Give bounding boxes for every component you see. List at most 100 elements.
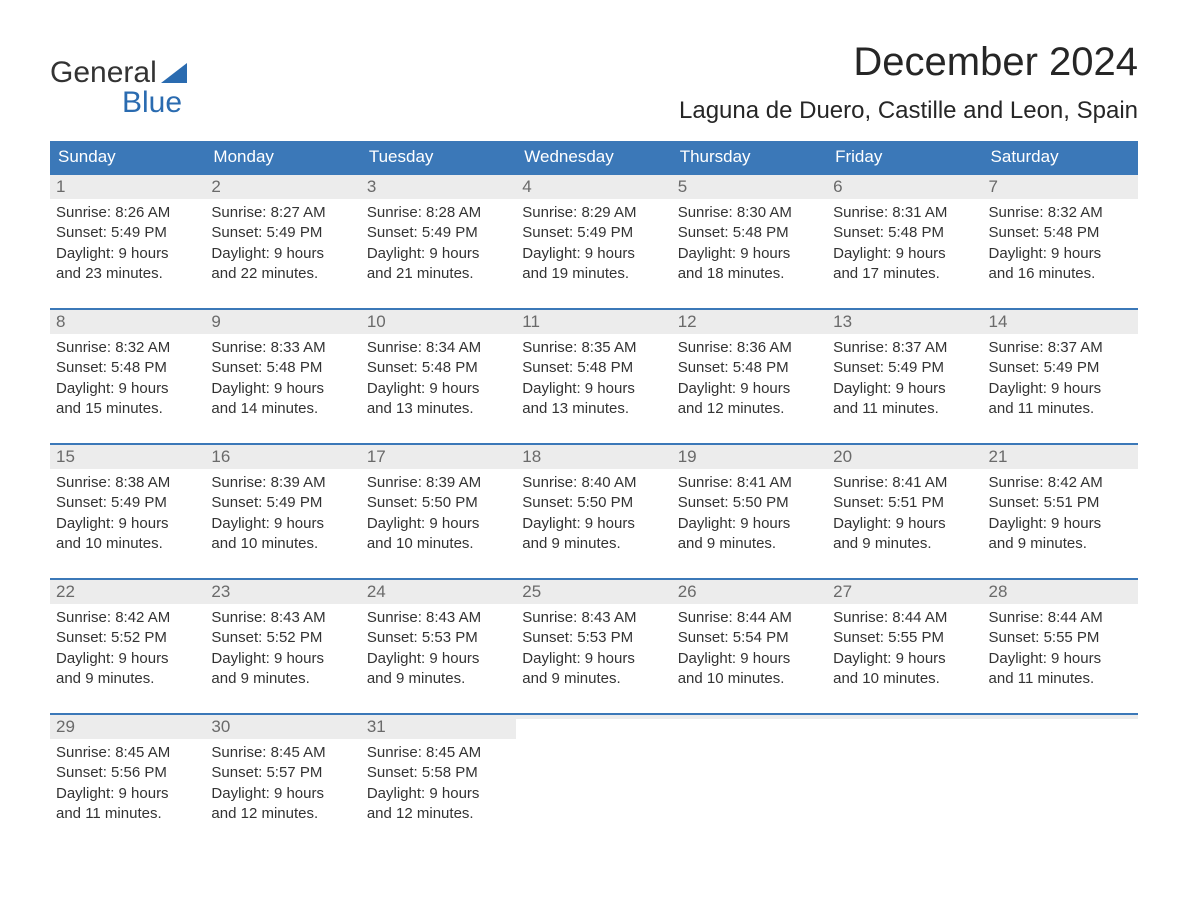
calendar-cell: 11Sunrise: 8:35 AMSunset: 5:48 PMDayligh… <box>516 310 671 421</box>
sunrise-text: Sunrise: 8:44 AM <box>989 608 1132 628</box>
calendar-cell: 28Sunrise: 8:44 AMSunset: 5:55 PMDayligh… <box>983 580 1138 691</box>
day2-text: and 22 minutes. <box>211 264 354 284</box>
day-header-friday: Friday <box>827 141 982 173</box>
cell-body <box>516 719 671 725</box>
triangle-icon <box>161 63 187 83</box>
cell-body: Sunrise: 8:39 AMSunset: 5:49 PMDaylight:… <box>205 469 360 556</box>
day1-text: Daylight: 9 hours <box>678 514 821 534</box>
calendar-cell: 15Sunrise: 8:38 AMSunset: 5:49 PMDayligh… <box>50 445 205 556</box>
sunrise-text: Sunrise: 8:45 AM <box>367 743 510 763</box>
sunrise-text: Sunrise: 8:41 AM <box>833 473 976 493</box>
calendar-cell: 14Sunrise: 8:37 AMSunset: 5:49 PMDayligh… <box>983 310 1138 421</box>
sunrise-text: Sunrise: 8:43 AM <box>211 608 354 628</box>
cell-body: Sunrise: 8:44 AMSunset: 5:54 PMDaylight:… <box>672 604 827 691</box>
cell-body: Sunrise: 8:41 AMSunset: 5:50 PMDaylight:… <box>672 469 827 556</box>
day-header-thursday: Thursday <box>672 141 827 173</box>
calendar-cell: 8Sunrise: 8:32 AMSunset: 5:48 PMDaylight… <box>50 310 205 421</box>
day2-text: and 12 minutes. <box>211 804 354 824</box>
day2-text: and 11 minutes. <box>833 399 976 419</box>
sunrise-text: Sunrise: 8:37 AM <box>833 338 976 358</box>
day2-text: and 13 minutes. <box>367 399 510 419</box>
sunset-text: Sunset: 5:49 PM <box>56 493 199 513</box>
day-number: 25 <box>516 580 671 604</box>
sunset-text: Sunset: 5:48 PM <box>989 223 1132 243</box>
day1-text: Daylight: 9 hours <box>56 514 199 534</box>
sunrise-text: Sunrise: 8:41 AM <box>678 473 821 493</box>
weeks-container: 1Sunrise: 8:26 AMSunset: 5:49 PMDaylight… <box>50 173 1138 826</box>
day1-text: Daylight: 9 hours <box>678 379 821 399</box>
day-number: 30 <box>205 715 360 739</box>
day-number: 5 <box>672 175 827 199</box>
day2-text: and 14 minutes. <box>211 399 354 419</box>
day-number: 17 <box>361 445 516 469</box>
calendar-cell: 9Sunrise: 8:33 AMSunset: 5:48 PMDaylight… <box>205 310 360 421</box>
cell-body: Sunrise: 8:33 AMSunset: 5:48 PMDaylight:… <box>205 334 360 421</box>
sunrise-text: Sunrise: 8:34 AM <box>367 338 510 358</box>
cell-body: Sunrise: 8:28 AMSunset: 5:49 PMDaylight:… <box>361 199 516 286</box>
calendar-cell: 7Sunrise: 8:32 AMSunset: 5:48 PMDaylight… <box>983 175 1138 286</box>
header: General Blue December 2024 Laguna de Due… <box>50 40 1138 135</box>
calendar-cell: 16Sunrise: 8:39 AMSunset: 5:49 PMDayligh… <box>205 445 360 556</box>
sunset-text: Sunset: 5:49 PM <box>367 223 510 243</box>
sunrise-text: Sunrise: 8:45 AM <box>56 743 199 763</box>
week-row: 8Sunrise: 8:32 AMSunset: 5:48 PMDaylight… <box>50 308 1138 421</box>
sunset-text: Sunset: 5:51 PM <box>989 493 1132 513</box>
day-number: 14 <box>983 310 1138 334</box>
day2-text: and 9 minutes. <box>211 669 354 689</box>
week-row: 1Sunrise: 8:26 AMSunset: 5:49 PMDaylight… <box>50 173 1138 286</box>
day2-text: and 9 minutes. <box>833 534 976 554</box>
sunset-text: Sunset: 5:54 PM <box>678 628 821 648</box>
sunrise-text: Sunrise: 8:39 AM <box>367 473 510 493</box>
calendar-cell: 20Sunrise: 8:41 AMSunset: 5:51 PMDayligh… <box>827 445 982 556</box>
calendar-cell <box>983 715 1138 826</box>
sunset-text: Sunset: 5:58 PM <box>367 763 510 783</box>
calendar-cell <box>516 715 671 826</box>
day-number: 23 <box>205 580 360 604</box>
day-number: 26 <box>672 580 827 604</box>
sunset-text: Sunset: 5:49 PM <box>211 223 354 243</box>
sunrise-text: Sunrise: 8:28 AM <box>367 203 510 223</box>
calendar-cell: 23Sunrise: 8:43 AMSunset: 5:52 PMDayligh… <box>205 580 360 691</box>
week-row: 29Sunrise: 8:45 AMSunset: 5:56 PMDayligh… <box>50 713 1138 826</box>
sunrise-text: Sunrise: 8:39 AM <box>211 473 354 493</box>
day-number: 10 <box>361 310 516 334</box>
day1-text: Daylight: 9 hours <box>522 379 665 399</box>
day1-text: Daylight: 9 hours <box>989 514 1132 534</box>
calendar-cell: 31Sunrise: 8:45 AMSunset: 5:58 PMDayligh… <box>361 715 516 826</box>
sunset-text: Sunset: 5:49 PM <box>989 358 1132 378</box>
cell-body: Sunrise: 8:42 AMSunset: 5:52 PMDaylight:… <box>50 604 205 691</box>
day2-text: and 21 minutes. <box>367 264 510 284</box>
sunset-text: Sunset: 5:53 PM <box>367 628 510 648</box>
title-block: December 2024 Laguna de Duero, Castille … <box>679 40 1138 135</box>
sunset-text: Sunset: 5:55 PM <box>833 628 976 648</box>
calendar-cell: 21Sunrise: 8:42 AMSunset: 5:51 PMDayligh… <box>983 445 1138 556</box>
calendar-cell: 22Sunrise: 8:42 AMSunset: 5:52 PMDayligh… <box>50 580 205 691</box>
cell-body: Sunrise: 8:32 AMSunset: 5:48 PMDaylight:… <box>50 334 205 421</box>
day1-text: Daylight: 9 hours <box>367 649 510 669</box>
sunset-text: Sunset: 5:48 PM <box>211 358 354 378</box>
day-number: 2 <box>205 175 360 199</box>
sunrise-text: Sunrise: 8:27 AM <box>211 203 354 223</box>
day2-text: and 10 minutes. <box>678 669 821 689</box>
sunset-text: Sunset: 5:52 PM <box>56 628 199 648</box>
brand-part2: Blue <box>50 88 182 118</box>
day1-text: Daylight: 9 hours <box>56 244 199 264</box>
day1-text: Daylight: 9 hours <box>522 244 665 264</box>
sunrise-text: Sunrise: 8:32 AM <box>56 338 199 358</box>
day2-text: and 18 minutes. <box>678 264 821 284</box>
month-title: December 2024 <box>679 40 1138 85</box>
day-header-wednesday: Wednesday <box>516 141 671 173</box>
sunrise-text: Sunrise: 8:43 AM <box>367 608 510 628</box>
day2-text: and 11 minutes. <box>56 804 199 824</box>
calendar-cell: 2Sunrise: 8:27 AMSunset: 5:49 PMDaylight… <box>205 175 360 286</box>
calendar-cell: 10Sunrise: 8:34 AMSunset: 5:48 PMDayligh… <box>361 310 516 421</box>
cell-body: Sunrise: 8:31 AMSunset: 5:48 PMDaylight:… <box>827 199 982 286</box>
day1-text: Daylight: 9 hours <box>522 514 665 534</box>
cell-body: Sunrise: 8:34 AMSunset: 5:48 PMDaylight:… <box>361 334 516 421</box>
day1-text: Daylight: 9 hours <box>833 514 976 534</box>
cell-body: Sunrise: 8:30 AMSunset: 5:48 PMDaylight:… <box>672 199 827 286</box>
sunrise-text: Sunrise: 8:31 AM <box>833 203 976 223</box>
cell-body: Sunrise: 8:27 AMSunset: 5:49 PMDaylight:… <box>205 199 360 286</box>
cell-body: Sunrise: 8:29 AMSunset: 5:49 PMDaylight:… <box>516 199 671 286</box>
calendar-cell: 5Sunrise: 8:30 AMSunset: 5:48 PMDaylight… <box>672 175 827 286</box>
